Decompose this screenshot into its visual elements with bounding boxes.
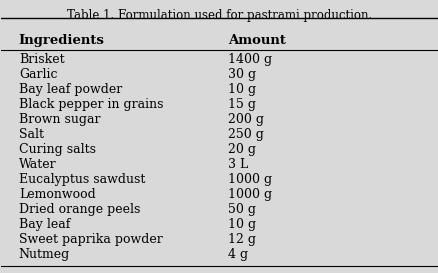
Text: Eucalyptus sawdust: Eucalyptus sawdust [19,173,145,186]
Text: Lemonwood: Lemonwood [19,188,95,201]
Text: Brisket: Brisket [19,53,64,66]
Text: Ingredients: Ingredients [19,34,105,47]
Text: 1400 g: 1400 g [228,53,272,66]
Text: Amount: Amount [228,34,286,47]
Text: 10 g: 10 g [228,218,256,231]
Text: Water: Water [19,158,57,171]
Text: 10 g: 10 g [228,83,256,96]
Text: Brown sugar: Brown sugar [19,113,100,126]
Text: Salt: Salt [19,128,44,141]
Text: Bay leaf powder: Bay leaf powder [19,83,122,96]
Text: Curing salts: Curing salts [19,143,95,156]
Text: 200 g: 200 g [228,113,264,126]
Text: Nutmeg: Nutmeg [19,248,70,262]
Text: 1000 g: 1000 g [228,188,272,201]
Text: 20 g: 20 g [228,143,256,156]
Text: 50 g: 50 g [228,203,256,216]
Text: 250 g: 250 g [228,128,264,141]
Text: Sweet paprika powder: Sweet paprika powder [19,233,162,247]
Text: Table 1. Formulation used for pastrami production.: Table 1. Formulation used for pastrami p… [67,10,371,22]
Text: Garlic: Garlic [19,68,57,81]
Text: 4 g: 4 g [228,248,248,262]
Text: 12 g: 12 g [228,233,256,247]
Text: Black pepper in grains: Black pepper in grains [19,98,163,111]
Text: 3 L: 3 L [228,158,248,171]
Text: 30 g: 30 g [228,68,256,81]
Text: Bay leaf: Bay leaf [19,218,70,231]
Text: Dried orange peels: Dried orange peels [19,203,140,216]
Text: 1000 g: 1000 g [228,173,272,186]
Text: 15 g: 15 g [228,98,256,111]
